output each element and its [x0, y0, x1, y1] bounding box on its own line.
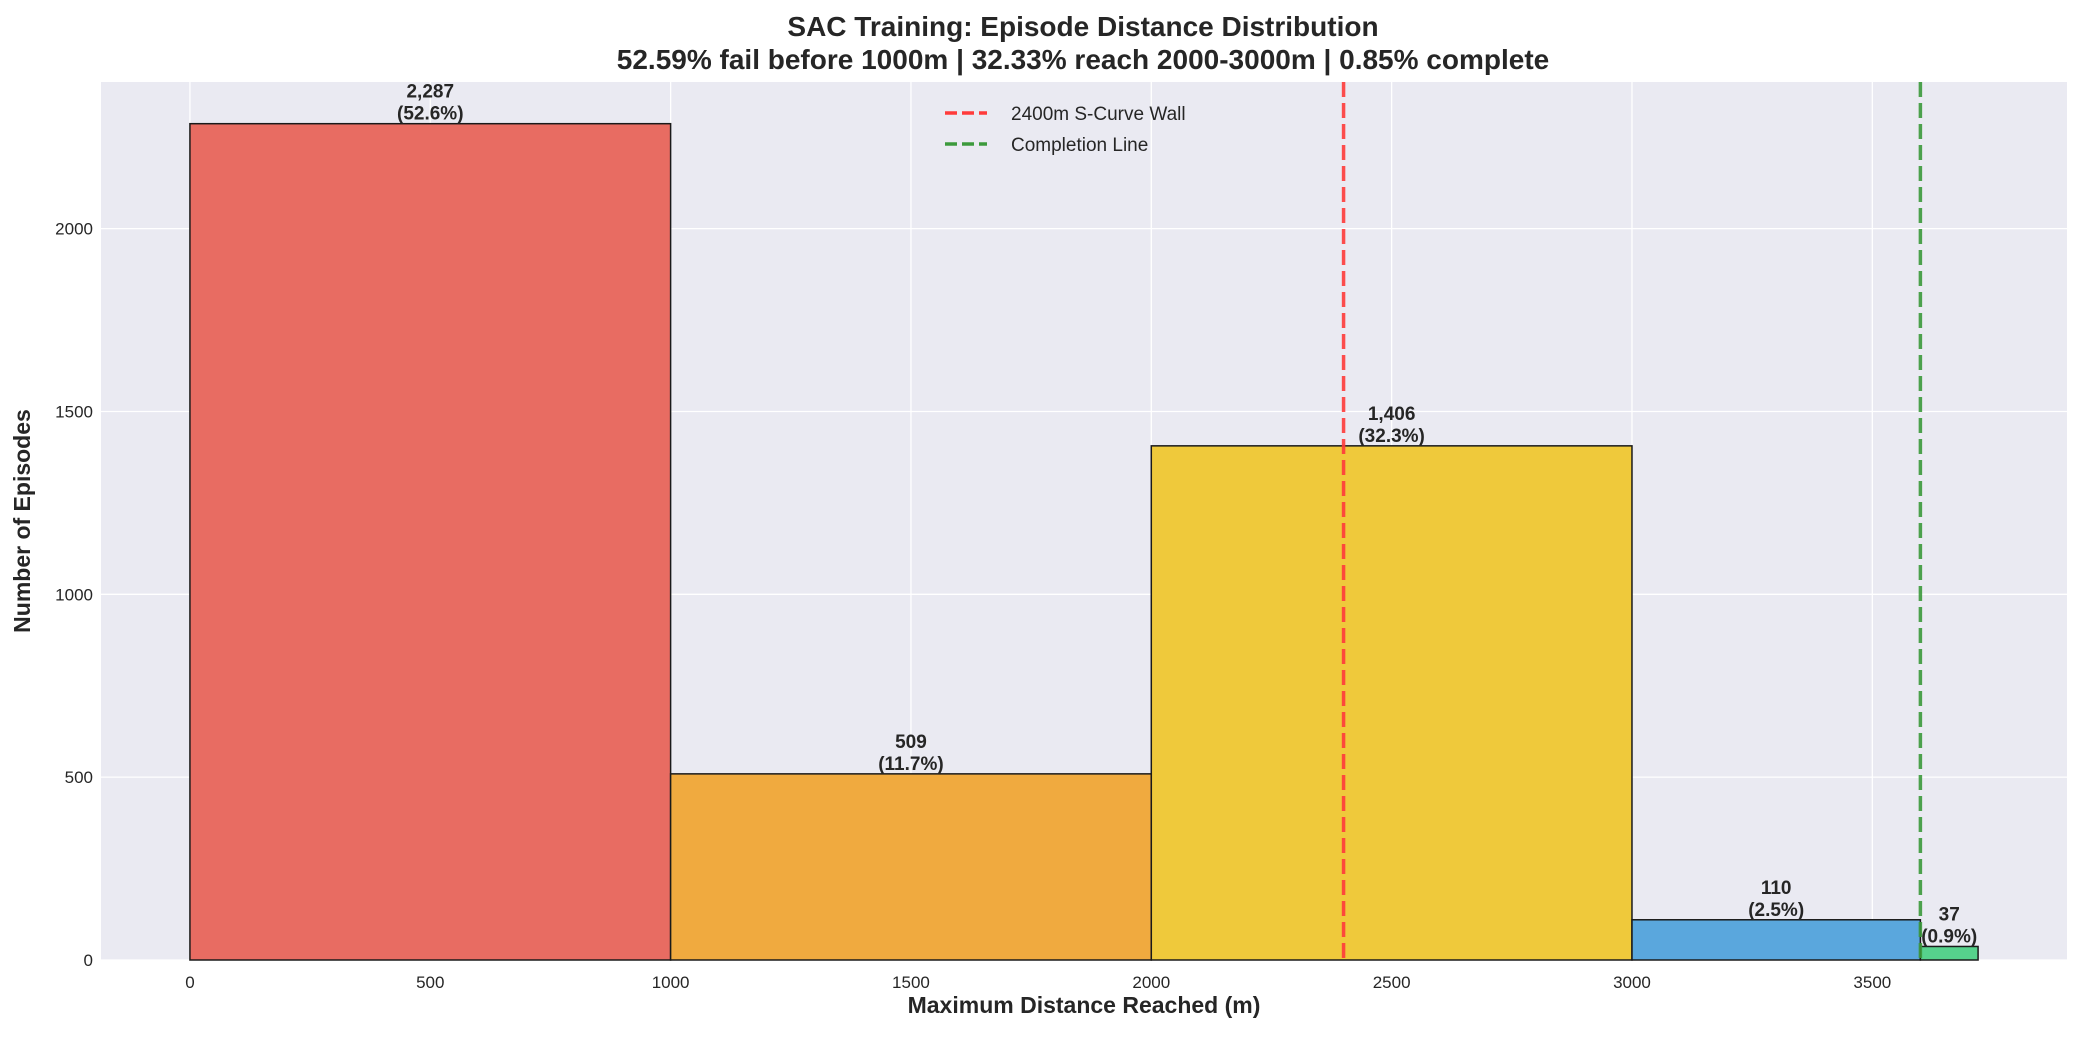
bar-count-label: 2,287	[406, 82, 454, 103]
bar-count-label: 509	[895, 732, 927, 753]
bar-count-label: 110	[1761, 878, 1792, 899]
y-tick-label: 2000	[55, 220, 93, 239]
y-axis-label: Number of Episodes	[9, 409, 35, 633]
histogram-bar	[1150, 445, 1633, 961]
histogram-bar	[189, 122, 672, 961]
bar-count-label: 1,406	[1368, 404, 1416, 425]
bar-percent-label: (2.5%)	[1748, 900, 1804, 921]
histogram-bar	[669, 773, 1153, 961]
legend: 2400m S-Curve Wall Completion Line	[945, 104, 1186, 156]
x-tick-label: 2000	[1132, 973, 1170, 992]
x-tick-label: 1500	[892, 973, 930, 992]
bars	[189, 122, 1979, 961]
y-tick-label: 500	[65, 768, 93, 787]
bar-percent-label: (52.6%)	[397, 104, 464, 125]
histogram-bar	[1631, 919, 1922, 961]
legend-entry-label: Completion Line	[1011, 135, 1148, 156]
y-tick-label: 0	[84, 951, 93, 970]
x-tick-label: 1000	[652, 973, 690, 992]
x-tick-label: 3500	[1853, 973, 1891, 992]
bar-labels: 2,287(52.6%) 509(11.7%) 1,406(32.3%) 110(2.…	[397, 82, 1977, 948]
chart-subtitle: 52.59% fail before 1000m | 32.33% reach …	[617, 44, 1549, 75]
x-tick-label: 500	[416, 973, 444, 992]
y-tick-labels: 0 500 1000 1500 2000	[55, 220, 93, 970]
chart-title: SAC Training: Episode Distance Distribut…	[787, 11, 1378, 42]
y-tick-label: 1000	[55, 585, 93, 604]
x-tick-label: 2500	[1373, 973, 1411, 992]
x-axis-label: Maximum Distance Reached (m)	[908, 992, 1261, 1018]
bar-percent-label: (0.9%)	[1921, 926, 1977, 947]
bar-percent-label: (32.3%)	[1358, 426, 1425, 447]
bar-percent-label: (11.7%)	[878, 754, 943, 775]
x-tick-label: 3000	[1613, 973, 1651, 992]
legend-entry-label: 2400m S-Curve Wall	[1011, 104, 1186, 125]
x-tick-labels: 0 500 1000 1500 2000 2500 3000 3500	[185, 973, 1891, 992]
x-tick-label: 0	[185, 973, 194, 992]
histogram-bar	[1919, 945, 1979, 961]
y-tick-label: 1500	[55, 402, 93, 421]
bar-count-label: 37	[1939, 904, 1960, 925]
